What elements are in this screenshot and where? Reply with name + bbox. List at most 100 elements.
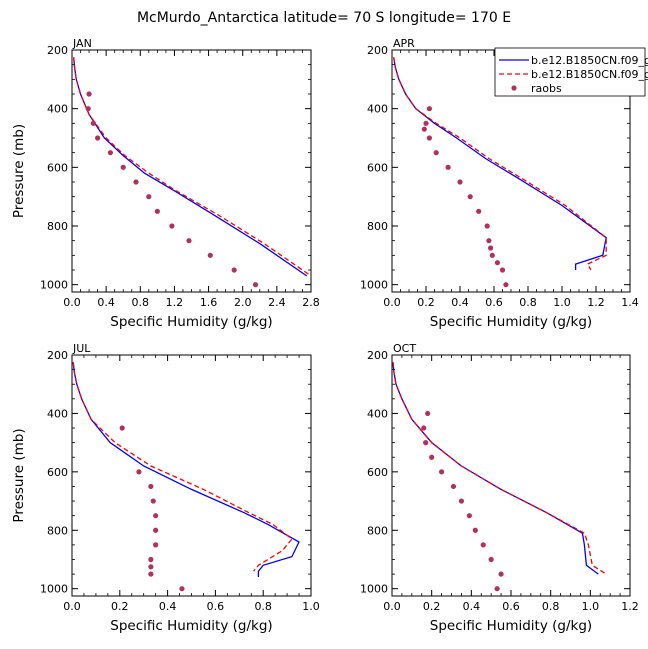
raobs-point — [488, 245, 494, 251]
raobs-point — [466, 513, 472, 519]
raobs-point — [489, 252, 495, 258]
x-tick-label: 0.0 — [63, 296, 81, 309]
raobs-point — [423, 440, 429, 446]
legend-label-run-005: b.e12.B1850CN.f09_g16.005 — [531, 68, 648, 81]
plot-frame — [391, 354, 631, 597]
figure-title: McMurdo_Antarctica latitude= 70 S longit… — [137, 10, 511, 26]
raobs-point — [426, 135, 432, 141]
y-tick-label: 1000 — [40, 279, 68, 292]
legend: b.e12.B1850CN.f09_g16.001 b.e12.B1850CN.… — [494, 47, 648, 97]
x-tick-label: 1.0 — [553, 296, 571, 309]
raobs-point — [421, 425, 427, 431]
raobs-point — [458, 498, 465, 504]
x-tick-label: 0.8 — [542, 600, 560, 613]
raobs-point — [480, 542, 486, 548]
raobs-point — [445, 164, 451, 170]
raobs-point — [95, 135, 101, 141]
x-tick-label: 1.2 — [166, 296, 184, 309]
x-tick-label: 1.0 — [302, 600, 320, 613]
x-tick-label: 0.6 — [502, 600, 520, 613]
raobs-point — [186, 238, 192, 244]
raobs-point — [433, 150, 439, 156]
y-tick-label: 1000 — [40, 583, 68, 596]
x-axis-label: Specific Humidity (g/kg) — [110, 618, 272, 634]
raobs-point — [252, 282, 259, 288]
raobs-point — [476, 208, 482, 214]
y-tick-label: 800 — [367, 524, 388, 537]
raobs-point — [86, 91, 92, 97]
y-axis-label: Pressure (mb) — [11, 124, 27, 218]
y-tick-label: 800 — [47, 220, 68, 233]
x-tick-label: 0.8 — [519, 296, 537, 309]
series-raobs — [421, 410, 504, 592]
panel-label: JAN — [72, 37, 92, 50]
y-tick-label: 600 — [47, 161, 68, 174]
raobs-point — [484, 223, 490, 229]
panel-label: OCT — [393, 342, 416, 355]
raobs-point — [486, 238, 492, 244]
raobs-point — [488, 556, 494, 563]
raobs-point — [231, 267, 237, 273]
x-tick-label: 0.4 — [463, 600, 481, 613]
raobs-point — [457, 179, 463, 185]
x-tick-label: 0.8 — [132, 296, 150, 309]
x-axis-label: Specific Humidity (g/kg) — [430, 314, 592, 330]
x-tick-label: 0.4 — [451, 296, 469, 309]
raobs-point — [423, 120, 429, 126]
raobs-point — [119, 425, 125, 431]
series-raobs — [85, 91, 259, 288]
raobs-point — [146, 194, 152, 200]
raobs-point — [85, 106, 91, 112]
x-tick-label: 1.2 — [587, 296, 605, 309]
raobs-point — [136, 469, 142, 475]
raobs-point — [472, 527, 478, 533]
raobs-point — [120, 164, 126, 170]
raobs-point — [499, 267, 506, 273]
raobs-point — [498, 571, 504, 577]
series-line-run-001 — [73, 57, 308, 277]
legend-swatch-raobs — [511, 85, 517, 91]
x-tick-label: 0.0 — [63, 600, 81, 613]
series-line-run-005 — [392, 362, 607, 575]
panels: JAN 0.0 0.4 0.8 1.2 1.6 2.0 2.4 2.8 200 400 600 800 1… — [11, 37, 639, 634]
x-tick-label: 2.0 — [234, 296, 252, 309]
raobs-point — [153, 513, 159, 519]
x-axis-label: Specific Humidity (g/kg) — [110, 314, 272, 330]
raobs-point — [179, 586, 185, 592]
raobs-point — [148, 571, 154, 577]
raobs-point — [154, 208, 160, 214]
series-raobs — [119, 425, 185, 592]
raobs-point — [90, 120, 96, 126]
raobs-point — [148, 556, 154, 563]
y-tick-label: 600 — [367, 466, 388, 479]
y-tick-label: 1000 — [360, 583, 388, 596]
series-line-run-001 — [72, 362, 300, 577]
series-raobs — [421, 106, 509, 288]
raobs-point — [153, 542, 159, 548]
raobs-point — [429, 454, 435, 460]
y-tick-label: 800 — [367, 220, 388, 233]
y-tick-label: 400 — [367, 103, 388, 116]
raobs-point — [450, 483, 457, 490]
raobs-point — [494, 260, 500, 266]
y-tick-label: 400 — [47, 103, 68, 116]
y-tick-label: 200 — [47, 44, 68, 57]
y-tick-label: 400 — [47, 407, 68, 420]
y-tick-label: 600 — [367, 161, 388, 174]
x-tick-label: 0.0 — [383, 296, 401, 309]
x-tick-label: 0.0 — [383, 600, 401, 613]
x-tick-label: 1.6 — [200, 296, 218, 309]
series-line-run-001 — [392, 362, 599, 575]
raobs-point — [153, 527, 159, 533]
x-tick-label: 0.2 — [417, 296, 435, 309]
raobs-point — [107, 150, 114, 156]
series-line-run-005 — [393, 57, 607, 271]
x-tick-label: 1.4 — [621, 296, 639, 309]
raobs-point — [494, 586, 500, 592]
x-tick-label: 0.2 — [111, 600, 129, 613]
raobs-point — [169, 223, 175, 229]
raobs-point — [503, 282, 509, 288]
raobs-point — [207, 252, 213, 258]
raobs-point — [426, 106, 432, 112]
